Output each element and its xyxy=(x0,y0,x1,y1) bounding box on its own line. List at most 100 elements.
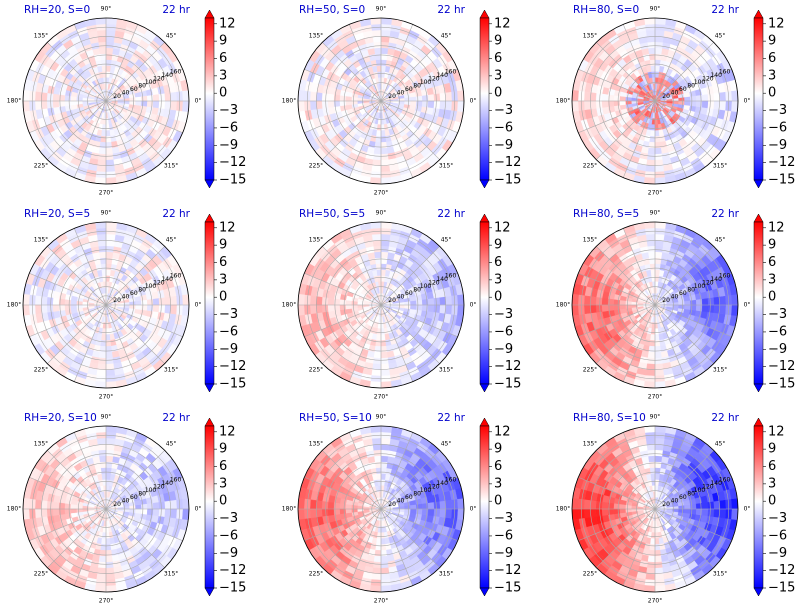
heatmap-cell xyxy=(369,381,382,388)
heatmap-cell xyxy=(707,304,715,313)
heatmap-cell xyxy=(76,300,83,306)
angular-grid-line xyxy=(348,24,382,102)
heatmap-cell xyxy=(376,124,382,131)
heatmap-cell xyxy=(96,29,107,37)
colorbar-tick-label: 3 xyxy=(768,68,776,83)
heatmap-cell xyxy=(98,351,107,359)
colorbar-tick-label: 6 xyxy=(219,255,227,270)
heatmap-cell xyxy=(98,153,107,161)
heatmap-cell xyxy=(572,100,579,113)
heatmap-cell xyxy=(105,165,116,173)
colorbar-tick-label: 9 xyxy=(768,34,776,49)
radial-tick-label: 100 xyxy=(145,79,157,86)
heatmap-cell xyxy=(101,124,107,131)
heatmap-cell xyxy=(170,91,178,102)
polar-panel: 20 40 60 8010012014016090°45°0°315°270°225°… xyxy=(282,208,522,401)
heatmap-cell xyxy=(46,93,54,102)
heatmap-cell xyxy=(46,297,54,306)
colorbar-gradient xyxy=(479,17,490,181)
heatmap-cell xyxy=(376,328,382,335)
heatmap-cell xyxy=(427,93,435,102)
heatmap-cell xyxy=(645,369,656,377)
colorbar-tick-label: −3 xyxy=(219,103,238,118)
colorbar-tick-label: 12 xyxy=(494,16,511,31)
polar-panel: 20 40 60 8010012014016090°45°0°315°270°225°… xyxy=(7,208,247,401)
heatmap-cell xyxy=(135,304,142,310)
heatmap-cell xyxy=(647,41,656,49)
colorbar-tick-label: −15 xyxy=(494,377,521,392)
radial-tick-label: 20 xyxy=(113,297,121,304)
colorbar-tick-label: −12 xyxy=(219,155,246,170)
heatmap-cell xyxy=(152,100,160,109)
heatmap-cell xyxy=(380,47,389,55)
heatmap-cell xyxy=(380,369,391,377)
colorbar-extend-min xyxy=(479,179,490,189)
angular-grid-line xyxy=(654,24,688,102)
heatmap-cell xyxy=(182,89,189,102)
colorbar-tick-label: −9 xyxy=(219,138,238,153)
angular-grid-line xyxy=(380,42,440,102)
heatmap-cell xyxy=(34,304,42,315)
heatmap-cell xyxy=(380,165,391,173)
heatmap-cell xyxy=(345,300,352,306)
colorbar-tick-label: −3 xyxy=(768,307,787,322)
heatmap-cell xyxy=(152,304,160,313)
colorbar-tick-label: −6 xyxy=(768,120,787,135)
heatmap-cell xyxy=(182,293,189,306)
heatmap-cell xyxy=(380,41,389,49)
heatmap-cell xyxy=(433,304,441,313)
heatmap-cell xyxy=(76,96,83,102)
heatmap-cell xyxy=(46,100,54,109)
heatmap-cell xyxy=(654,177,667,184)
heatmap-cell xyxy=(595,297,603,306)
angle-tick-label: 270° xyxy=(648,190,662,197)
heatmap-cell xyxy=(94,222,107,229)
heatmap-cell xyxy=(380,65,386,72)
heatmap-cell xyxy=(321,297,329,306)
colorbar-tick-label: −12 xyxy=(219,359,246,374)
heatmap-cell xyxy=(731,100,738,113)
heatmap-cell xyxy=(351,96,358,102)
angular-grid-line xyxy=(654,100,688,178)
heatmap-cell xyxy=(105,41,114,49)
polar-frame xyxy=(571,17,739,185)
heatmap-cell xyxy=(369,222,382,229)
angular-grid-line xyxy=(105,24,139,102)
colorbar-tick-label: 0 xyxy=(494,86,502,101)
heatmap-cell xyxy=(64,95,71,102)
heatmap-cell xyxy=(105,345,113,353)
heatmap-cell xyxy=(105,381,118,388)
angle-tick-label: 225° xyxy=(583,163,597,170)
heatmap-cell xyxy=(380,153,389,161)
radial-tick-label: 60 xyxy=(130,290,138,297)
heatmap-cell xyxy=(583,304,591,315)
heatmap-cell xyxy=(70,504,77,510)
heatmap-cell xyxy=(309,91,317,102)
radial-tick-label: 120 xyxy=(702,76,714,83)
colorbar-tick-label: −3 xyxy=(768,103,787,118)
radial-tick-label: 140 xyxy=(710,72,722,79)
angle-tick-label: 90° xyxy=(101,210,112,217)
colorbar-tick-label: −6 xyxy=(494,324,513,339)
colorbar-tick-label: 3 xyxy=(219,68,227,83)
heatmap-cell xyxy=(380,18,393,25)
heatmap-cell xyxy=(105,141,113,149)
heatmap-cell xyxy=(105,555,114,563)
colorbar-tick-label: −15 xyxy=(219,173,246,188)
heatmap-cell xyxy=(647,351,656,359)
colorbar-extend-min xyxy=(204,179,215,189)
heatmap-cell xyxy=(105,65,111,72)
angular-grid-line xyxy=(322,100,382,160)
colorbar-tick-label: −12 xyxy=(494,359,521,374)
heatmap-cell xyxy=(99,549,107,557)
angular-grid-line xyxy=(654,42,714,102)
angular-grid-line xyxy=(73,228,107,306)
radial-tick-label: 20 xyxy=(388,297,396,304)
heatmap-cell xyxy=(416,304,423,311)
heatmap-cell xyxy=(327,297,335,306)
heatmap-cell xyxy=(105,18,118,25)
heatmap-cell xyxy=(369,18,382,25)
angle-tick-label: 270° xyxy=(99,394,113,401)
angle-tick-label: 90° xyxy=(650,6,661,13)
